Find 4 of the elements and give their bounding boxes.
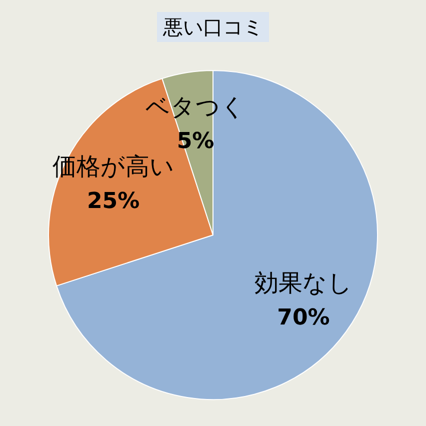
data-label: 25% [86,188,140,214]
data-label: 70% [277,305,330,330]
chart-title: 悪い口コミ [157,12,269,42]
slice-label: 効果なし [254,268,352,297]
